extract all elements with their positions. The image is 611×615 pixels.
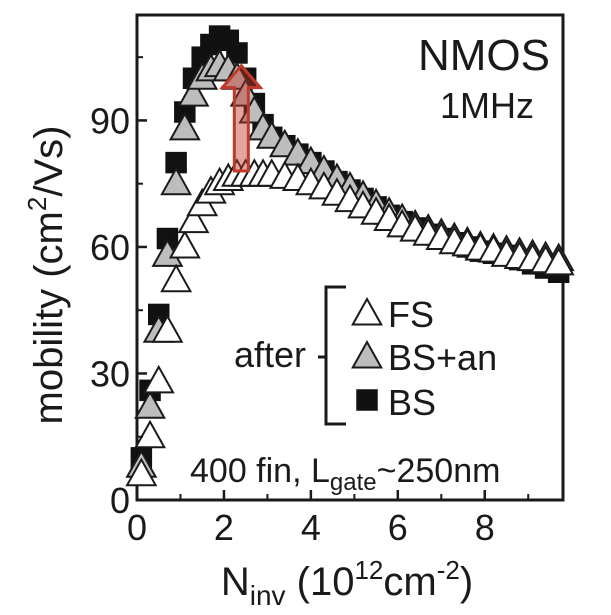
- x-axis-title-unit-close: ): [460, 560, 473, 604]
- sample-description: 400 fin, Lgate~250nm: [190, 452, 500, 496]
- y-axis-title: mobility (cm2/Vs): [22, 126, 71, 425]
- y-axis-title-exponent: 2: [22, 197, 52, 211]
- svg-text:mobility (cm2/Vs): mobility (cm2/Vs): [22, 126, 71, 425]
- x-tick-label: 2: [214, 507, 234, 548]
- point-bs-an: [160, 166, 193, 196]
- legend-label-bs-an: BS+an: [388, 337, 497, 378]
- trend-arrow: [219, 63, 264, 173]
- point-bs-an: [177, 78, 210, 107]
- x-tick-label: 4: [301, 507, 321, 548]
- legend-label-bs: BS: [388, 382, 436, 423]
- point-bs-an: [168, 111, 201, 141]
- x-axis-title-exponent: 12: [354, 555, 383, 585]
- frequency-label: 1MHz: [440, 85, 534, 126]
- y-axis-title-tail: /Vs): [27, 126, 71, 197]
- legend-marker-fs: [351, 296, 383, 326]
- legend-marker-bs-an: [351, 339, 383, 369]
- sample-description-main: 400 fin, L: [190, 452, 330, 490]
- x-axis-title-sub: inv: [250, 580, 286, 611]
- axes: 0 2 4 6 8 0 30 60 90: [90, 56, 530, 548]
- x-tick-label: 8: [475, 507, 495, 548]
- point-fs: [160, 263, 193, 293]
- legend-marker-bs: [356, 389, 378, 411]
- x-axis-title-exponent-2: -2: [437, 555, 460, 585]
- legend-entry-fs: FS: [351, 294, 434, 335]
- legend-bracket: [318, 285, 346, 426]
- sample-description-sub: gate: [330, 469, 377, 496]
- point-fs: [177, 204, 210, 234]
- sample-description-tail: ~250nm: [377, 452, 501, 490]
- x-axis-title-main: N: [221, 560, 250, 604]
- point-fs: [125, 457, 158, 487]
- y-tick-label: 90: [90, 100, 130, 141]
- series-fs: [125, 158, 575, 487]
- svg-text:Ninv (1012cm-2): Ninv (1012cm-2): [221, 555, 473, 611]
- y-tick-label: 30: [90, 353, 130, 394]
- x-axis-title-unit-mid: cm: [383, 560, 436, 604]
- annotations: NMOS 1MHz after 400 fin, Lgate~250nm: [190, 31, 550, 496]
- point-fs: [168, 229, 201, 259]
- point-fs: [142, 364, 175, 394]
- legend-label-fs: FS: [388, 294, 434, 335]
- point-fs: [151, 314, 184, 343]
- x-axis-title-unit-open: (10: [286, 560, 355, 604]
- point-fs: [542, 246, 575, 276]
- device-label: NMOS: [418, 31, 550, 80]
- x-tick-label: 0: [127, 507, 147, 548]
- x-axis-title: Ninv (1012cm-2): [221, 555, 473, 611]
- y-axis-title-main: mobility (cm: [27, 211, 71, 424]
- y-tick-label: 0: [110, 480, 130, 521]
- point-fs: [134, 419, 166, 449]
- condition-prefix: after: [234, 334, 306, 375]
- x-tick-label: 6: [388, 507, 408, 548]
- data-markers: [125, 25, 575, 487]
- legend-entry-bs: BS: [356, 382, 436, 423]
- y-tick-label: 60: [90, 227, 130, 268]
- legend-entry-bs-an: BS+an: [351, 337, 497, 378]
- point-bs-an: [134, 390, 166, 419]
